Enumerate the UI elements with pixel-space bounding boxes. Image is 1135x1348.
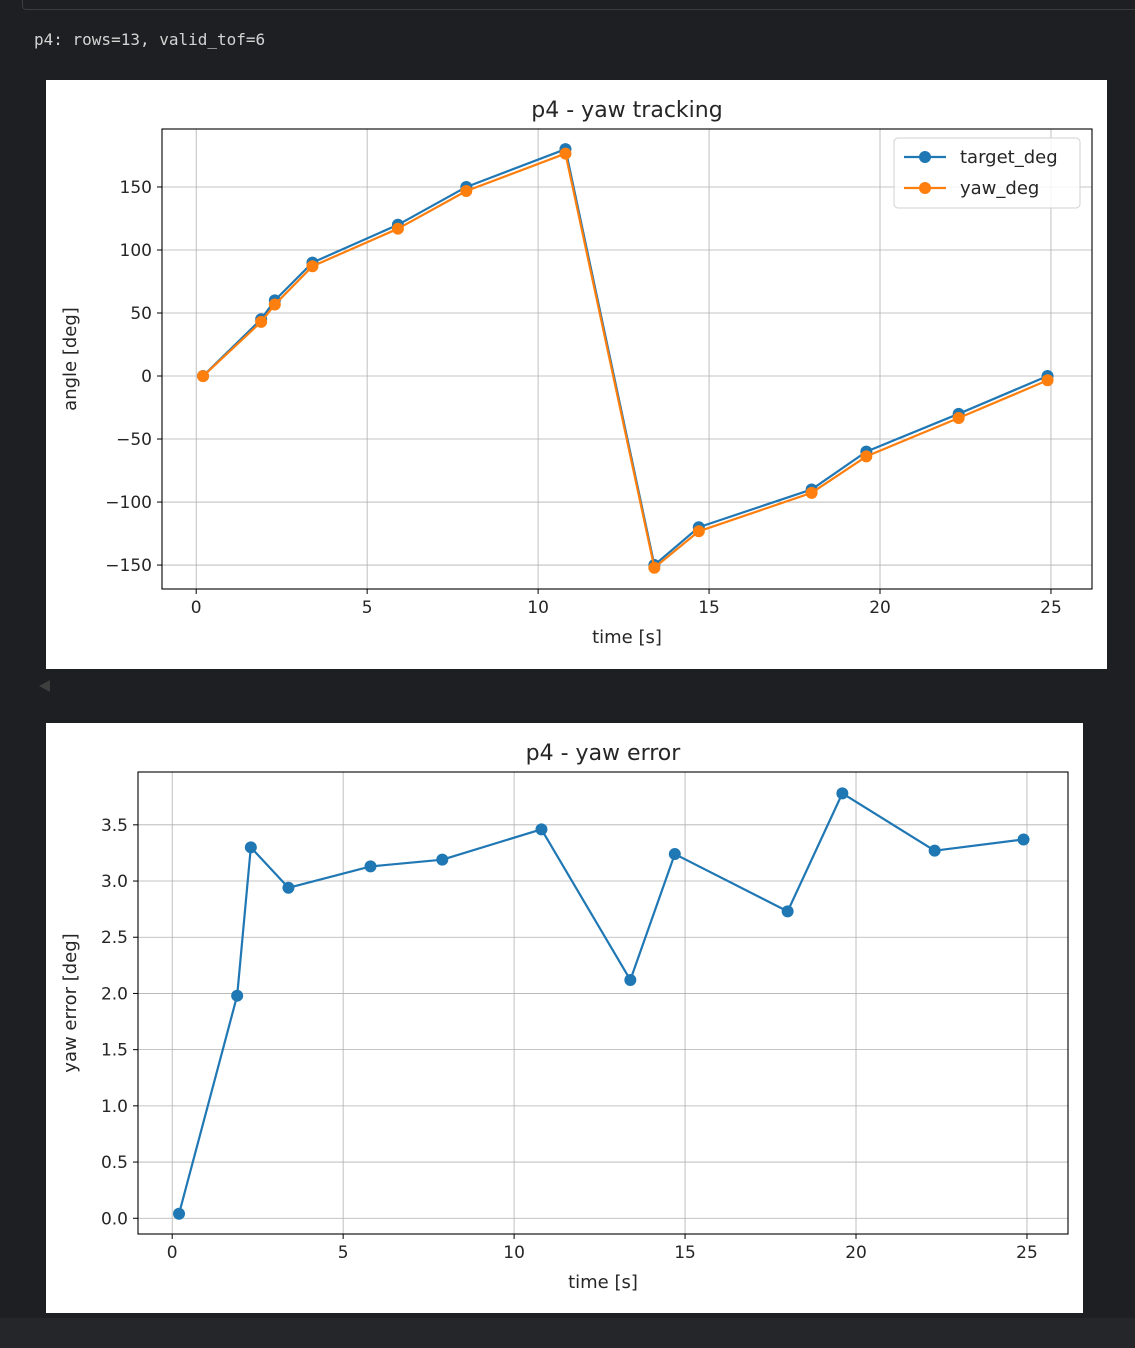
yaw-error-figure: 0 5 10 15 20 25 0.0 0.5 1.0 1.5 2.0 2.5 3.0 3.5 p4 - y…: [46, 723, 1083, 1313]
data-point: [1041, 374, 1054, 387]
x-tick-label: 15: [674, 1243, 696, 1263]
y-tick-label: 0: [141, 367, 152, 387]
bottom-panel-bar: [0, 1318, 1135, 1348]
data-point: [197, 370, 210, 383]
y-tick-label: 0.5: [101, 1153, 128, 1173]
legend: target_deg yaw_deg: [893, 137, 1081, 209]
yaw-tracking-figure: 0 5 10 15 20 25 −150 −100 −50 0 50 100 150 p4 - yaw t…: [46, 80, 1107, 669]
data-point: [391, 222, 404, 235]
y-tick-label: 3.0: [101, 872, 128, 892]
y-tick-label: 0.0: [101, 1209, 128, 1229]
data-point: [306, 260, 319, 273]
data-point: [624, 973, 637, 986]
x-tick-label: 20: [845, 1243, 867, 1263]
data-point: [460, 185, 473, 198]
data-point: [268, 298, 281, 311]
y-tick-label: 2.5: [101, 928, 128, 948]
data-point: [559, 147, 572, 160]
data-point: [860, 450, 873, 463]
data-point: [436, 853, 449, 866]
data-point: [805, 486, 818, 499]
chart-title: p4 - yaw tracking: [531, 98, 722, 123]
data-point: [781, 905, 794, 918]
x-tick-label: 10: [527, 598, 549, 618]
y-tick-label: 2.0: [101, 984, 128, 1004]
previous-cell-frame: [22, 0, 1135, 10]
x-axis-label: time [s]: [592, 627, 662, 648]
collapse-output-arrow-icon[interactable]: [39, 680, 50, 692]
x-tick-label: 5: [362, 598, 373, 618]
y-tick-label: −100: [105, 493, 152, 513]
x-tick-label: 0: [167, 1243, 178, 1263]
plot-frame: [137, 771, 1069, 1235]
data-point: [648, 561, 661, 574]
y-axis-label: angle [deg]: [60, 307, 81, 411]
data-point: [668, 848, 681, 861]
yaw-tracking-chart: 0 5 10 15 20 25 −150 −100 −50 0 50 100 150 p4 - yaw t…: [60, 98, 1093, 648]
x-axis-label: time [s]: [568, 1272, 638, 1293]
x-tick-label: 0: [191, 598, 202, 618]
x-tick-label: 20: [869, 598, 891, 618]
y-tick-label: 100: [120, 241, 152, 261]
yaw-error-chart: 0 5 10 15 20 25 0.0 0.5 1.0 1.5 2.0 2.5 3.0 3.5 p4 - y…: [60, 741, 1069, 1293]
data-point: [255, 315, 268, 328]
y-tick-label: 1.0: [101, 1097, 128, 1117]
data-point: [364, 860, 377, 873]
x-tick-label: 25: [1016, 1243, 1038, 1263]
y-axis-label: yaw error [deg]: [60, 933, 81, 1072]
data-point: [244, 841, 257, 854]
cell-prompt-marker: [0, 0, 16, 4]
x-tick-label: 5: [338, 1243, 349, 1263]
data-point: [535, 823, 548, 836]
series-line: [202, 152, 1048, 569]
x-tick-label: 25: [1040, 598, 1062, 618]
y-tick-label: −150: [105, 556, 152, 576]
y-tick-label: 150: [120, 178, 152, 198]
y-tick-label: 3.5: [101, 816, 128, 836]
data-point: [692, 525, 705, 538]
cell-output-text: p4: rows=13, valid_tof=6: [34, 30, 266, 49]
legend-box: [893, 137, 1081, 209]
series-line: [177, 792, 1024, 1215]
data-point: [952, 411, 965, 424]
legend-marker: [919, 151, 931, 163]
data-point: [836, 787, 849, 800]
y-tick-label: 50: [130, 304, 152, 324]
y-tick-label: −50: [116, 430, 152, 450]
data-point: [928, 844, 941, 857]
data-point: [1017, 833, 1030, 846]
legend-label: yaw_deg: [960, 178, 1039, 199]
data-point: [231, 989, 244, 1002]
data-point: [173, 1207, 186, 1220]
y-tick-label: 1.5: [101, 1041, 128, 1061]
legend-marker: [919, 182, 931, 194]
series-line: [202, 148, 1048, 567]
x-tick-label: 10: [503, 1243, 525, 1263]
legend-label: target_deg: [960, 147, 1058, 168]
data-point: [282, 881, 295, 894]
x-tick-label: 15: [698, 598, 720, 618]
chart-title: p4 - yaw error: [526, 741, 682, 766]
plot-frame: [161, 128, 1093, 590]
